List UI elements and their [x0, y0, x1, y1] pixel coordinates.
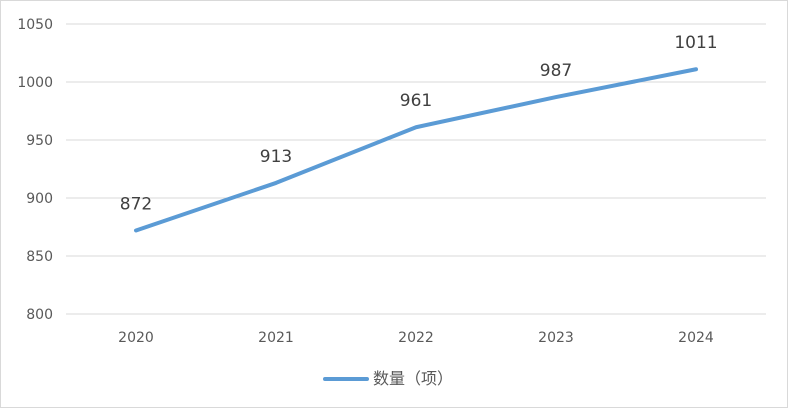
- data-label: 961: [400, 91, 432, 111]
- y-tick-label: 900: [26, 191, 53, 207]
- data-labels: 872 913 961 987 1011: [120, 33, 718, 214]
- y-tick-label: 1000: [17, 75, 53, 91]
- y-tick-label: 800: [26, 307, 53, 323]
- x-tick-label: 2022: [398, 330, 434, 346]
- series-layer: [134, 67, 698, 233]
- y-tick-label: 850: [26, 249, 53, 265]
- x-tick-label: 2023: [538, 330, 574, 346]
- data-label: 913: [260, 147, 292, 167]
- y-axis-tick-labels: 800 850 900 950 1000 1050: [17, 17, 53, 323]
- legend-label: 数量（项）: [373, 369, 453, 388]
- x-tick-label: 2024: [678, 330, 714, 346]
- x-axis-tick-labels: 2020 2021 2022 2023 2024: [118, 330, 714, 346]
- gridlines: [66, 23, 766, 315]
- y-tick-label: 950: [26, 133, 53, 149]
- data-label: 872: [120, 194, 152, 214]
- y-tick-label: 1050: [17, 17, 53, 33]
- x-tick-label: 2020: [118, 330, 154, 346]
- data-label: 987: [540, 61, 572, 81]
- data-label: 1011: [674, 33, 717, 53]
- x-tick-label: 2021: [258, 330, 294, 346]
- legend: 数量（项）: [323, 369, 453, 388]
- series-line: [134, 67, 698, 233]
